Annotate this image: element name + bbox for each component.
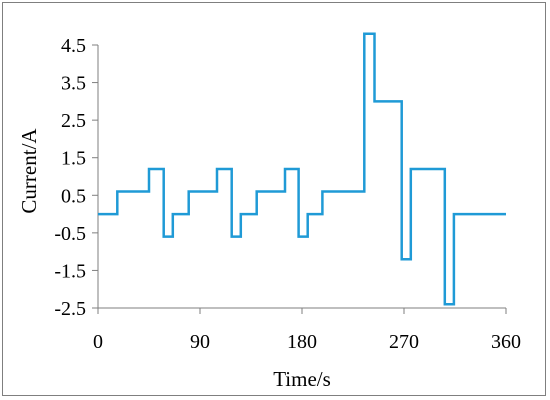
x-axis-title: Time/s <box>273 367 331 391</box>
y-axis-title: Current/A <box>17 128 41 214</box>
x-tick-label: 180 <box>287 331 317 353</box>
current-series-line <box>98 32 506 306</box>
x-tick-label: 270 <box>389 331 419 353</box>
y-axis-ticks: -2.5 -1.5 -0.5 0.5 1.5 2.5 3.5 4.5 <box>54 35 98 320</box>
series-layer <box>98 32 506 306</box>
x-tick-label: 90 <box>190 331 210 353</box>
y-tick-label: 4.5 <box>61 35 86 57</box>
x-tick-label: 0 <box>93 331 103 353</box>
y-tick-label: 1.5 <box>61 148 86 170</box>
y-tick-label: -2.5 <box>54 298 86 320</box>
y-tick-label: -1.5 <box>54 260 86 282</box>
chart-frame <box>2 2 546 396</box>
y-tick-label: 2.5 <box>61 110 86 132</box>
y-tick-label: -0.5 <box>54 223 86 245</box>
x-tick-label: 360 <box>491 331 521 353</box>
y-tick-label: 0.5 <box>61 185 86 207</box>
x-axis-ticks: 0 90 180 270 360 <box>93 308 521 353</box>
y-tick-label: 3.5 <box>61 73 86 95</box>
